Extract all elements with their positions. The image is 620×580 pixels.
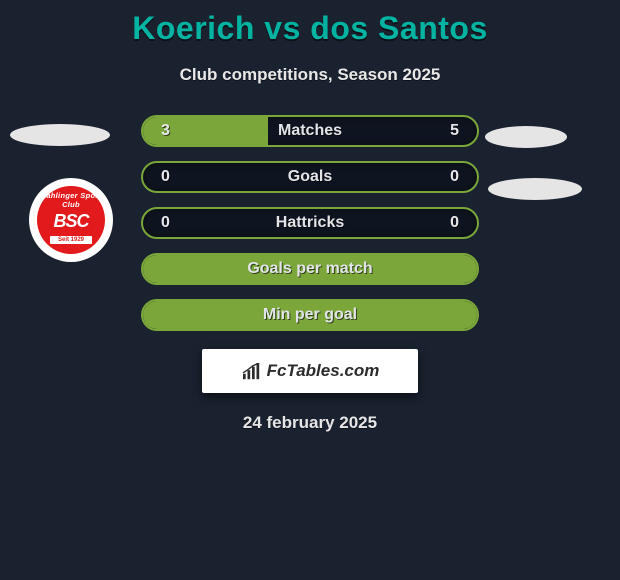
left-avatar-1-placeholder	[10, 124, 110, 146]
bar-chart-icon	[241, 363, 261, 379]
club-logo-bahlinger: Bahlinger Sport Club BSC Seit 1929	[29, 178, 113, 262]
stat-left-value: 0	[161, 168, 170, 186]
club-logo-arc-text: Bahlinger Sport Club	[37, 191, 105, 209]
stat-label: Matches	[278, 122, 342, 140]
fctables-watermark-text: FcTables.com	[267, 361, 380, 381]
stat-bar-matches: 3 Matches 5	[141, 115, 479, 147]
club-logo-since: Seit 1929	[50, 236, 92, 244]
stat-bar-goals: 0 Goals 0	[141, 161, 479, 193]
fctables-watermark: FcTables.com	[202, 349, 418, 393]
stat-label: Goals	[288, 168, 332, 186]
stat-label: Goals per match	[247, 260, 372, 278]
stat-right-value: 0	[450, 168, 459, 186]
stat-label: Min per goal	[263, 306, 357, 324]
right-avatar-2-placeholder	[488, 178, 582, 200]
stat-right-value: 0	[450, 214, 459, 232]
page-title: Koerich vs dos Santos	[0, 0, 620, 47]
club-logo-abbrev: BSC	[53, 211, 88, 232]
stat-left-value: 3	[161, 122, 170, 140]
stat-label: Hattricks	[276, 214, 344, 232]
stat-left-value: 0	[161, 214, 170, 232]
page-subtitle: Club competitions, Season 2025	[0, 65, 620, 85]
stat-bar-min-per-goal: Min per goal	[141, 299, 479, 331]
stat-bar-goals-per-match: Goals per match	[141, 253, 479, 285]
footer-date: 24 february 2025	[0, 413, 620, 433]
right-avatar-1-placeholder	[485, 126, 567, 148]
stat-right-value: 5	[450, 122, 459, 140]
stat-bar-hattricks: 0 Hattricks 0	[141, 207, 479, 239]
